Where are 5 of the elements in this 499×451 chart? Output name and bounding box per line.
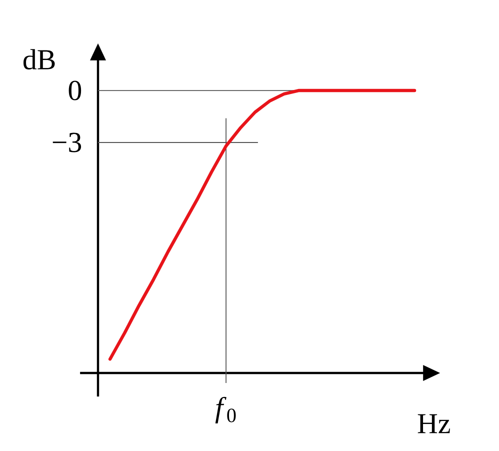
y-axis-title: dB <box>23 49 55 70</box>
y-tick-label: −3 <box>52 132 82 152</box>
text: f$_{0}$ <box>215 396 236 424</box>
x-axis-title: Hz <box>418 414 450 434</box>
y-tick-label: 0 <box>68 80 82 100</box>
